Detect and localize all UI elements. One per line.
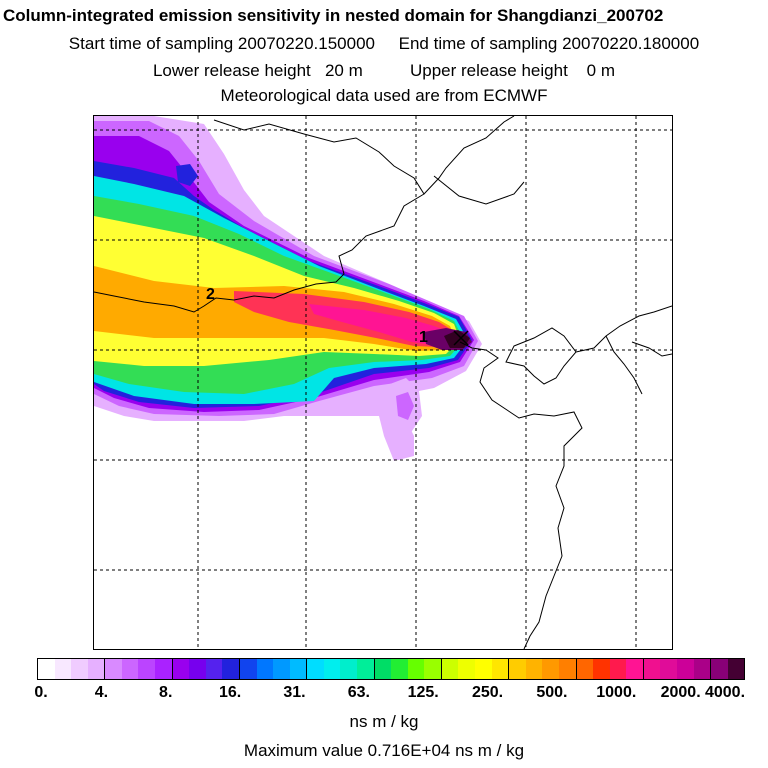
- max-value-label: Maximum value 0.716E+04 ns m / kg: [243, 741, 525, 760]
- colorbar-tick-label: 1000.: [596, 684, 637, 701]
- unit-label: ns m / kg: [349, 712, 419, 731]
- colorbar-segment: [340, 659, 357, 679]
- colorbar-segment: [54, 659, 72, 679]
- colorbar-segment: [71, 659, 88, 679]
- colorbar-segment: [307, 659, 324, 679]
- colorbar-segment: [87, 659, 106, 679]
- map-panel: 1 2: [93, 115, 673, 650]
- colorbar-segment: [558, 659, 577, 679]
- secondary-patch-inner: [396, 392, 414, 420]
- met-data-line: Meteorological data used are from ECMWF: [220, 86, 548, 105]
- colorbar-segment: [711, 659, 728, 679]
- release-height-line: Lower release height 20 m Upper release …: [152, 61, 616, 80]
- marker-label-1: 1: [419, 329, 428, 346]
- colorbar-segment: [491, 659, 510, 679]
- colorbar-tick-label: 125.: [407, 684, 439, 701]
- colorbar-segment: [323, 659, 341, 679]
- colorbar-tick-label: 0.: [34, 684, 48, 701]
- colorbar-segment: [475, 659, 492, 679]
- colorbar-segment: [189, 659, 206, 679]
- colorbar-segment: [239, 659, 257, 679]
- colorbar-segment: [38, 659, 55, 679]
- graticule: [94, 116, 672, 649]
- colorbar-segment: [609, 659, 627, 679]
- colorbar-segment: [356, 659, 375, 679]
- colorbar-segment: [458, 659, 476, 679]
- colorbar-segment: [509, 659, 526, 679]
- colorbar-segment: [222, 659, 240, 679]
- colorbar-segment: [424, 659, 442, 679]
- release-marker: [453, 330, 469, 346]
- colorbar-segment: [407, 659, 425, 679]
- sampling-time-line: Start time of sampling 20070220.150000 E…: [68, 34, 700, 53]
- colorbar-tick-label: 63.: [347, 684, 370, 701]
- colorbar-segment: [155, 659, 173, 679]
- colorbar-tick-label: 2000.: [660, 684, 701, 701]
- colorbar-segment: [593, 659, 610, 679]
- colorbar-segment: [205, 659, 223, 679]
- colorbar-tick-label: 16.: [218, 684, 242, 701]
- colorbar-segment: [727, 659, 745, 679]
- colorbar-tick-label: 500.: [536, 684, 568, 701]
- colorbar-tick-label: 4.: [94, 684, 109, 701]
- colorbar-segment: [525, 659, 543, 679]
- colorbar-tick-label: 4000.: [704, 684, 746, 701]
- colorbar-segment: [660, 659, 677, 679]
- colorbar-segment: [626, 659, 644, 679]
- colorbar-segment: [576, 659, 594, 679]
- colorbar-segment: [256, 659, 274, 679]
- emission-sensitivity-plume: [94, 116, 482, 461]
- colorbar-segment: [693, 659, 712, 679]
- coastlines: [94, 116, 672, 649]
- colorbar-segment: [289, 659, 308, 679]
- colorbar-segment: [121, 659, 139, 679]
- colorbar-segment: [643, 659, 661, 679]
- colorbar-segment: [441, 659, 459, 679]
- plume-layer-magenta: [309, 304, 452, 346]
- colorbar-tick-label: 31.: [283, 684, 306, 701]
- colorbar-segment: [172, 659, 190, 679]
- colorbar-tick-label: 8.: [159, 684, 173, 701]
- colorbar-segment: [273, 659, 290, 679]
- map-canvas: 1 2: [94, 116, 672, 649]
- colorbar-segment: [676, 659, 694, 679]
- colorbar-tick-label: 250.: [471, 684, 504, 701]
- colorbar-segment: [105, 659, 122, 679]
- colorbar-segment: [374, 659, 392, 679]
- marker-label-2: 2: [206, 286, 215, 303]
- colorbar-segment: [542, 659, 559, 679]
- map-title: Column-integrated emission sensitivity i…: [3, 6, 664, 25]
- colorbar: [37, 658, 745, 680]
- blue-spot: [176, 164, 198, 186]
- colorbar-segment: [391, 659, 408, 679]
- colorbar-segment: [138, 659, 156, 679]
